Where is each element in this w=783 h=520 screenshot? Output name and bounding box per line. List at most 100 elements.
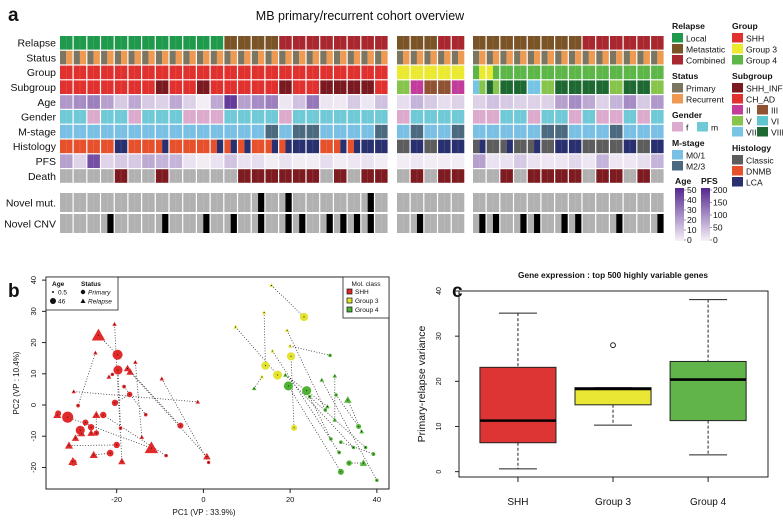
heatmap-cell-death: [114, 169, 128, 183]
heatmap-cell-age: [486, 95, 500, 109]
heatmap-cell-mstage: [128, 124, 141, 139]
heatmap-cell-group: [500, 65, 513, 80]
heatmap-cell-subgroup: [101, 80, 114, 94]
heatmap-cell-histology: [87, 139, 100, 154]
heatmap-cell-status-primary: [251, 50, 259, 65]
heatmap-cell-histology-recurrent: [353, 139, 361, 154]
heatmap-cell-death: [397, 169, 410, 183]
heatmap-cell-status-recurrent: [547, 50, 554, 65]
heatmap-cell-novel_cnv: [424, 214, 437, 233]
heatmap-cell-histology: [451, 139, 465, 154]
heatmap-cell-status-primary: [306, 50, 313, 65]
heatmap-cell-age: [306, 95, 320, 109]
heatmap-cell-subgroup: [155, 80, 169, 94]
heatmap-cell-pfs: [473, 154, 486, 168]
heatmap-cell-status-recurrent: [299, 50, 306, 65]
heatmap-cell-novel_cnv-primary: [514, 214, 521, 233]
point-center: [348, 462, 350, 464]
point-center: [358, 426, 360, 428]
heatmap-cell-status-recurrent: [107, 50, 114, 65]
heatmap-cell-group: [410, 65, 424, 80]
point-center: [376, 479, 378, 481]
legend-label: Primary: [686, 84, 716, 94]
heatmap-cell-pfs: [486, 154, 500, 168]
heatmap-cell-death: [527, 169, 541, 183]
heatmap-cell-death: [514, 169, 527, 183]
heatmap-cell-group: [424, 65, 437, 80]
pair-link: [309, 396, 366, 448]
heatmap-cell-gender: [101, 110, 114, 124]
heatmap-cell-death: [224, 169, 237, 183]
point-center: [338, 451, 340, 454]
heatmap-cell-status-recurrent: [588, 50, 596, 65]
outlier-point: [610, 342, 616, 349]
heatmap-cell-mstage: [155, 124, 169, 139]
heatmap-cell-histology: [361, 139, 374, 154]
heatmap-cell-death: [238, 169, 251, 183]
heatmap-cell-gender: [169, 110, 183, 124]
heatmap-cell-subgroup: [438, 80, 451, 94]
point-center: [264, 365, 266, 367]
heatmap-cell-age: [500, 95, 513, 109]
heatmap-cell-status-primary: [347, 50, 354, 65]
legend-swatch: [697, 122, 708, 132]
heatmap-cell-histology: [251, 139, 265, 154]
panel-a-title: MB primary/recurrent cohort overview: [256, 9, 465, 23]
heatmap-cell-gender: [334, 110, 347, 124]
legend-label: f: [686, 123, 689, 133]
point-center: [123, 386, 125, 388]
legend-title: Subgroup: [732, 71, 773, 81]
heatmap-cell-novel_cnv-recurrent: [299, 214, 306, 233]
y-tick-label: -20: [29, 462, 38, 473]
point-center: [77, 405, 79, 407]
heatmap-cell-group: [568, 65, 582, 80]
heatmap-cell-subgroup: [169, 80, 183, 94]
panel-b-letter: b: [8, 281, 20, 302]
heatmap-cell-death: [623, 169, 637, 183]
heatmap-cell-status-recurrent: [616, 50, 623, 65]
heatmap-cell-group: [210, 65, 224, 80]
heatmap-cell-subgroup: [197, 80, 210, 94]
point-center: [93, 454, 95, 456]
heatmap-cell-histology: [541, 139, 554, 154]
heatmap-cell-age: [292, 95, 306, 109]
point-relapse-SHH: [91, 328, 106, 341]
heatmap-cell-novel_mut: [224, 193, 237, 212]
legend-label: Metastatic: [686, 45, 726, 55]
heatmap-cell-relapse: [265, 36, 278, 50]
point-center: [111, 373, 113, 375]
heatmap-cell-pfs: [114, 154, 128, 168]
pair-link: [134, 362, 143, 438]
row-label-subgroup: Subgroup: [10, 82, 56, 94]
heatmap-cell-death: [637, 169, 650, 183]
heatmap-cell-pfs: [527, 154, 541, 168]
heatmap-cell-mstage: [486, 124, 500, 139]
heatmap-cell-subgroup: [610, 80, 623, 94]
heatmap-cell-histology-primary: [500, 139, 507, 154]
heatmap-cell-relapse: [397, 36, 410, 50]
legend-label: VIII: [771, 128, 783, 138]
heatmap-cell-mstage: [197, 124, 210, 139]
point-center: [102, 414, 104, 416]
heatmap-cell-pfs: [101, 154, 114, 168]
heatmap-cell-pfs: [306, 154, 320, 168]
heatmap-cell-age: [347, 95, 361, 109]
heatmap-cell-death: [155, 169, 169, 183]
heatmap-cell-relapse: [424, 36, 437, 50]
heatmap-cell-age: [610, 95, 623, 109]
heatmap-cell-age: [155, 95, 169, 109]
heatmap-cell-histology: [438, 139, 451, 154]
heatmap-cell-status-primary: [397, 50, 404, 65]
heatmap-cell-gender: [375, 110, 388, 124]
heatmap-cell-pfs: [361, 154, 374, 168]
heatmap-cell-relapse: [527, 36, 541, 50]
legend-class-title: Mol. class: [352, 281, 382, 288]
legend-title: Group: [732, 21, 758, 31]
x-category-label: Group 4: [690, 497, 727, 508]
heatmap-cell-subgroup: [142, 80, 155, 94]
legend-label: Group 3: [746, 45, 777, 55]
box-group-4: [669, 360, 747, 422]
heatmap-cell-histology-recurrent: [285, 139, 292, 154]
heatmap-cell-relapse: [347, 36, 361, 50]
pair-link: [73, 391, 198, 403]
